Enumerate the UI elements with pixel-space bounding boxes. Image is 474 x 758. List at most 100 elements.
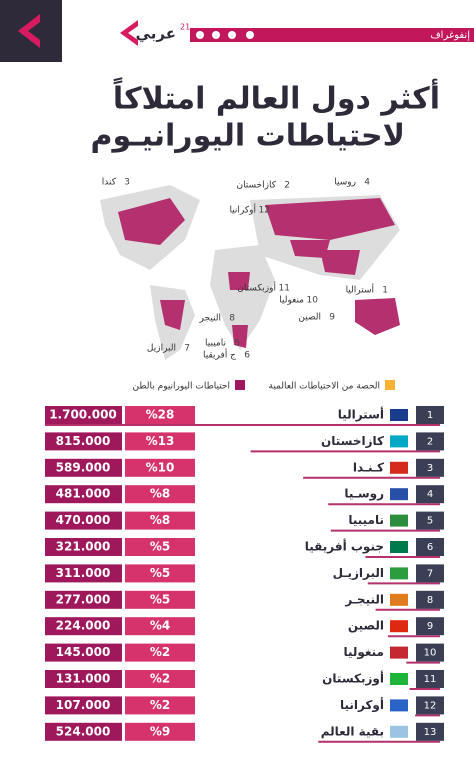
- logo-box: [0, 0, 62, 62]
- map-number: 12: [259, 206, 270, 216]
- logo-mark: [18, 14, 40, 48]
- tonnes-box: [45, 406, 122, 424]
- country: كـنـدا: [353, 460, 384, 474]
- share-box: [125, 643, 195, 662]
- flag: [390, 488, 408, 501]
- tonnes: 470.000: [56, 513, 111, 527]
- flag: [390, 593, 408, 606]
- flag: [390, 699, 408, 712]
- tonnes-box: [45, 696, 122, 715]
- country: روسـيا: [344, 487, 384, 502]
- share: %5: [150, 566, 170, 580]
- legend-label: الحصة من الاحتياطات العالمية: [269, 382, 381, 392]
- map-label: أوزبكستان: [237, 282, 276, 294]
- country: أستراليا: [338, 407, 384, 422]
- legend-label: احتياطات اليورانيوم بالطن: [133, 382, 230, 392]
- country: الصين: [348, 619, 384, 633]
- flag: [390, 673, 408, 685]
- flag: [390, 435, 408, 448]
- map-number: 11: [279, 284, 290, 294]
- brand-sup: 21: [180, 23, 190, 32]
- legend-swatch: [235, 380, 245, 390]
- tonnes: 1.700.000: [49, 408, 117, 422]
- map-label: البرازيل: [147, 344, 176, 354]
- map-label: ج أفريقيا: [203, 349, 236, 361]
- map-label: النيجر: [199, 314, 221, 324]
- rank-box: [416, 564, 444, 583]
- tonnes: 815.000: [56, 434, 111, 448]
- flag: [390, 514, 408, 527]
- brand: عربي: [136, 25, 176, 43]
- share-box: [125, 406, 195, 424]
- share: %2: [150, 645, 170, 659]
- tonnes: 481.000: [56, 487, 111, 501]
- flag: [390, 461, 408, 474]
- country: أوزبكستان: [322, 671, 384, 687]
- tonnes: 131.000: [56, 672, 111, 686]
- title-line: لاحتياطات اليورانيـوم: [90, 119, 405, 154]
- share: %5: [150, 592, 170, 606]
- map-number: 6: [244, 351, 250, 361]
- rank: 3: [427, 463, 433, 474]
- rank-box: [416, 458, 444, 477]
- rank: 9: [427, 621, 433, 632]
- tonnes-box: [45, 564, 122, 583]
- flag: [390, 567, 408, 580]
- share-box: [125, 722, 195, 741]
- map-label: الصين: [298, 313, 321, 323]
- share-box: [125, 617, 195, 636]
- rank-box: [416, 511, 444, 530]
- legend-swatch: [385, 380, 395, 390]
- flag: [390, 541, 408, 553]
- rank: 12: [424, 700, 437, 711]
- map-label: منغوليا: [279, 296, 304, 306]
- rank: 11: [424, 674, 437, 685]
- rank-box: [416, 538, 444, 556]
- rank-box: [416, 406, 444, 424]
- map-number: 8: [229, 314, 235, 324]
- tonnes-box: [45, 538, 122, 556]
- flag: [390, 620, 408, 633]
- map-number: 4: [364, 178, 370, 188]
- country: بقية العالم: [321, 724, 384, 738]
- country: أوكرانيا: [340, 697, 384, 713]
- country: ناميبيا: [348, 513, 384, 527]
- section: إنفوغراف: [430, 30, 470, 41]
- tonnes: 589.000: [56, 460, 111, 474]
- flag: [390, 646, 408, 659]
- tonnes-box: [45, 432, 122, 451]
- rank-box: [416, 722, 444, 741]
- rank-box: [416, 696, 444, 715]
- tonnes: 524.000: [56, 724, 111, 738]
- share: %8: [150, 513, 170, 527]
- tonnes: 321.000: [56, 540, 111, 554]
- rank: 13: [424, 727, 437, 738]
- rank-box: [416, 617, 444, 636]
- rank: 10: [424, 648, 437, 659]
- share-box: [125, 564, 195, 583]
- share-box: [125, 670, 195, 688]
- map-number: 1: [382, 286, 388, 296]
- table: 1أستراليا%281.700.0002كازاخستان%13815.00…: [45, 406, 444, 743]
- country: جنوب أفريقيا: [305, 539, 384, 555]
- tonnes-box: [45, 511, 122, 530]
- share-box: [125, 538, 195, 556]
- share: %28: [146, 408, 175, 422]
- map-number: 9: [329, 313, 335, 323]
- tonnes: 277.000: [56, 592, 111, 606]
- map-label: روسيا: [334, 178, 356, 188]
- share: %13: [146, 434, 175, 448]
- tonnes: 145.000: [56, 645, 111, 659]
- share-box: [125, 511, 195, 530]
- header-bar: [190, 28, 474, 42]
- title-line: أكثر دول العالم امتلاكاً: [113, 77, 440, 117]
- share: %5: [150, 540, 170, 554]
- tonnes-box: [45, 670, 122, 688]
- tonnes: 224.000: [56, 619, 111, 633]
- map-label: أوكرانيا: [229, 204, 256, 216]
- tonnes: 311.000: [56, 566, 111, 580]
- share: %10: [146, 460, 175, 474]
- share-box: [125, 458, 195, 477]
- map-number: 2: [284, 181, 290, 191]
